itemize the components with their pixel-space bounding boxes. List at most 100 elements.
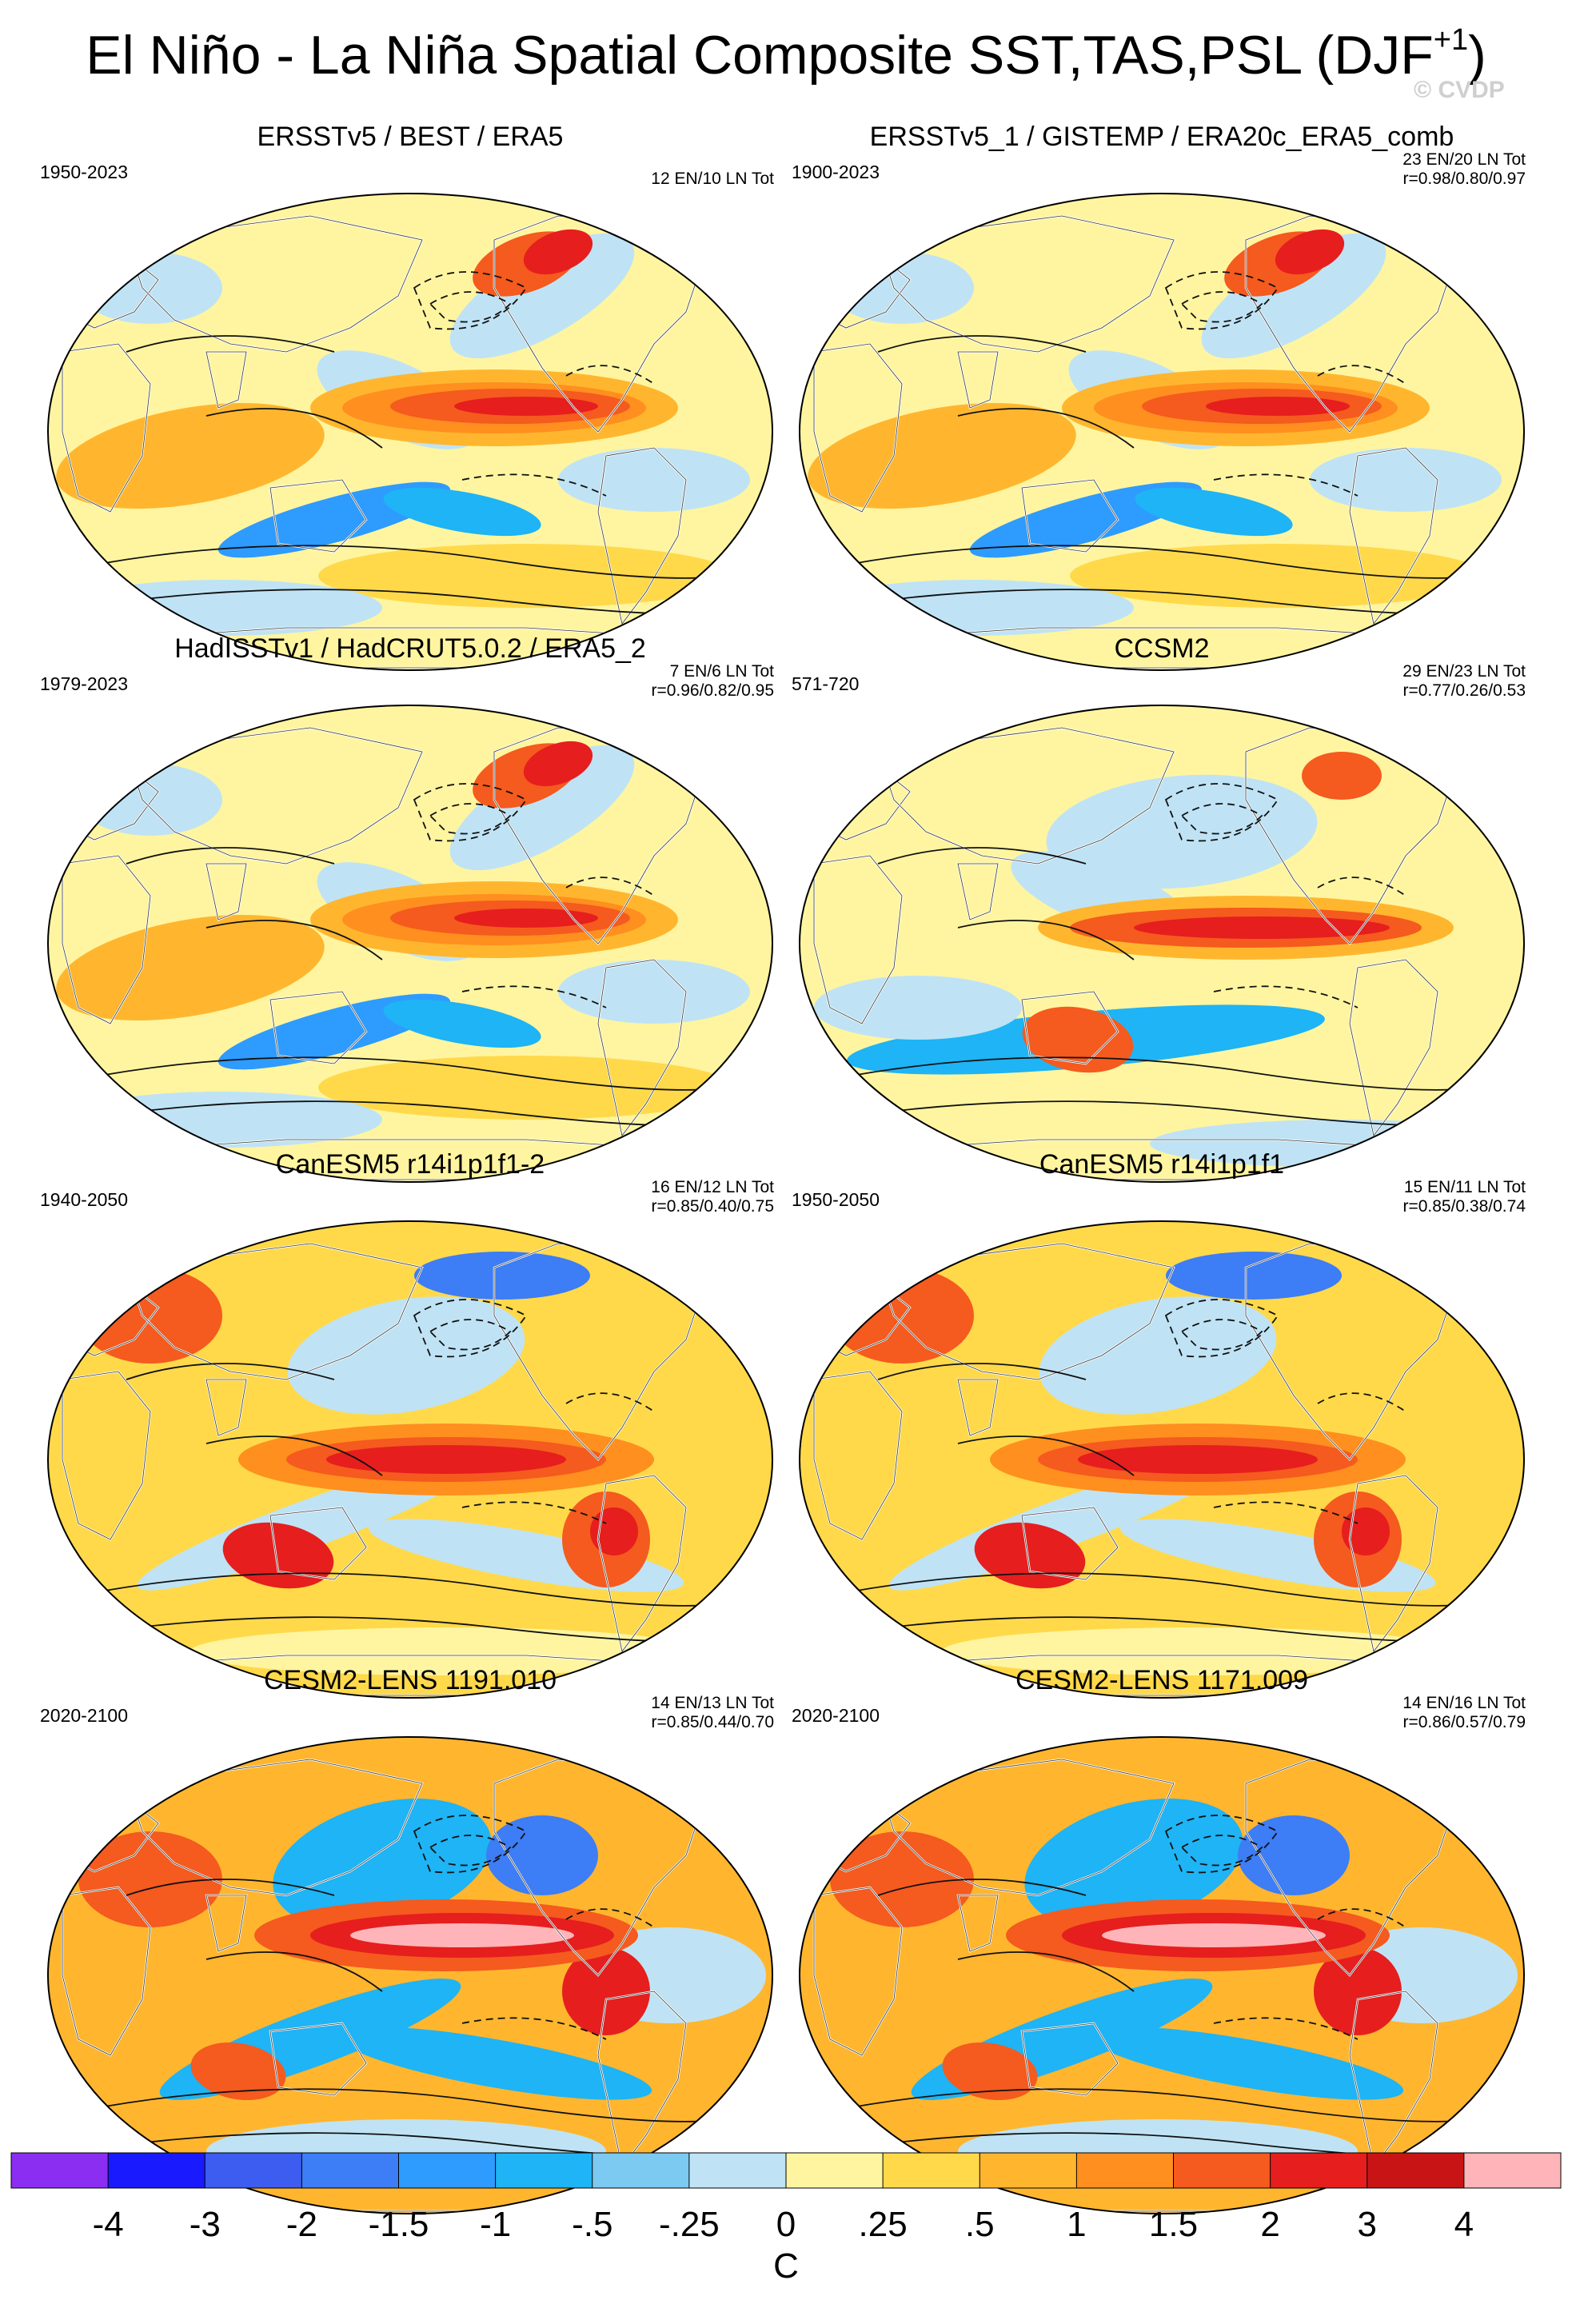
colorbar-segment	[205, 2153, 302, 2188]
alaska-hot	[1275, 229, 1345, 275]
panel-event-count: 15 EN/11 LN Tot	[1403, 1178, 1526, 1196]
psl-positive-contour	[877, 847, 1087, 865]
panel-years: 1940-2050	[40, 1189, 128, 1210]
psl-positive-contour	[957, 920, 1135, 960]
psl-negative-contour	[1180, 1319, 1263, 1351]
greenland-outline	[1436, 1234, 1495, 1293]
south-pacific-cool-band-2	[1087, 2027, 1404, 2100]
australia-warm	[942, 2042, 1038, 2101]
north-pacific-cool	[273, 1798, 492, 1929]
enso-tongue-peak	[454, 908, 598, 928]
psl-negative-contour	[1164, 783, 1279, 842]
eurasia-warm	[830, 1268, 974, 1364]
colorbar-tick-label: -4	[93, 2205, 124, 2244]
india-coast	[205, 1895, 247, 1952]
south-america-coast	[597, 1991, 687, 2168]
alaska-hot	[523, 741, 593, 787]
south-atlantic-cool	[558, 960, 750, 1024]
panel-stats: 23 EN/20 LN Tot r=0.98/0.80/0.97	[1206, 150, 1526, 189]
panel-years: 571-720	[792, 673, 860, 694]
enso-tongue-core	[1078, 1445, 1318, 1474]
alaska-warm	[1302, 752, 1382, 800]
colorbar-segment	[108, 2153, 205, 2188]
psl-positive-contour	[126, 1363, 335, 1380]
asia-coast	[877, 1243, 1175, 1380]
panel-years: 1979-2023	[40, 673, 128, 694]
psl-negative-contour	[429, 1319, 512, 1351]
greenland-outline	[1436, 206, 1495, 266]
greenland-coast	[685, 1751, 743, 1808]
composite-map	[47, 705, 773, 1183]
southern-ocean-warm	[1070, 544, 1486, 608]
south-pacific-cool-band-2	[1135, 487, 1293, 537]
psl-negative-contour	[1213, 473, 1359, 497]
north-pacific-cool	[1039, 1296, 1277, 1415]
australia-coast	[269, 1507, 367, 1580]
psl-negative-contour	[429, 291, 512, 323]
panel-event-count: 12 EN/10 LN Tot	[651, 170, 774, 188]
panel-event-count: 16 EN/12 LN Tot	[651, 1178, 774, 1196]
psl-negative-contour	[413, 783, 528, 842]
south-america-hot	[1314, 1947, 1402, 2035]
enso-tongue-peak	[1206, 397, 1350, 416]
africa-coast	[813, 855, 903, 1024]
colorbar-segment	[1463, 2153, 1562, 2188]
panel-title: ERSSTv5 / BEST / ERA5	[257, 122, 564, 152]
south-atlantic-cool	[1310, 448, 1502, 512]
north-pacific-cool	[1201, 233, 1386, 359]
north-pacific-cool	[449, 745, 635, 871]
south-america-coast	[1349, 1475, 1438, 1652]
greenland-coast	[1437, 207, 1494, 265]
india-coast	[957, 863, 999, 920]
psl-negative-contour	[461, 2017, 607, 2040]
eurasia-cool	[78, 764, 222, 836]
panel-years: 2020-2100	[792, 1705, 880, 1726]
enso-tongue-peak	[350, 1923, 574, 1947]
colorbar-tick-label: -1	[480, 2205, 511, 2244]
eurasia-warm	[78, 1268, 222, 1364]
north-pacific-cool	[1046, 774, 1318, 889]
map-field	[48, 1737, 772, 2214]
greenland-outline	[1436, 718, 1495, 777]
south-america-coast	[1349, 959, 1438, 1136]
asia-coast	[126, 727, 423, 865]
psl-negative-contour	[1180, 803, 1263, 835]
colorbar-tick-label: 2	[1260, 2205, 1279, 2244]
south-america-hot	[590, 1507, 638, 1555]
eurasia-warm	[830, 1831, 974, 1927]
colorbar-segment	[883, 2153, 980, 2188]
south-america-coast	[597, 1475, 687, 1652]
australia-warm	[190, 2042, 286, 2101]
south-america-hot	[1342, 1507, 1390, 1555]
composite-map	[799, 705, 1525, 1183]
panel-title: CanESM5 r14i1p1f1	[1039, 1149, 1285, 1180]
psl-negative-contour	[1213, 985, 1359, 1008]
panel-stats: 16 EN/12 LN Tot r=0.85/0.40/0.75	[454, 1178, 774, 1216]
psl-negative-contour	[461, 473, 607, 497]
colorbar-tick-label: .5	[965, 2205, 995, 2244]
indian-ocean-warm	[56, 914, 325, 1021]
panel-event-count: 29 EN/23 LN Tot	[1402, 662, 1526, 681]
composite-map	[799, 1220, 1525, 1699]
psl-negative-contour	[413, 1299, 528, 1358]
south-america-coast	[597, 447, 687, 625]
colorbar-segment	[398, 2153, 497, 2188]
south-america-hot	[562, 1947, 650, 2035]
india-coast	[957, 1379, 999, 1436]
africa-coast	[62, 343, 151, 513]
australia-coast	[1021, 1507, 1119, 1580]
colorbar-segment	[980, 2153, 1077, 2188]
india-coast	[957, 351, 999, 409]
psl-positive-contour	[126, 1879, 335, 1896]
colorbar-tick-label: -1.5	[369, 2205, 429, 2244]
indian-cool	[814, 976, 1022, 1040]
composite-map	[47, 1736, 773, 2214]
asia-coast	[877, 215, 1175, 353]
asia-coast	[126, 215, 423, 353]
psl-negative-contour	[1164, 271, 1279, 330]
alaska-hot	[523, 229, 593, 275]
arctic-cool	[1166, 1252, 1342, 1300]
colorbar-tick-label: -.5	[572, 2205, 612, 2244]
map-field	[48, 194, 772, 670]
panel-years: 1950-2023	[40, 162, 128, 182]
